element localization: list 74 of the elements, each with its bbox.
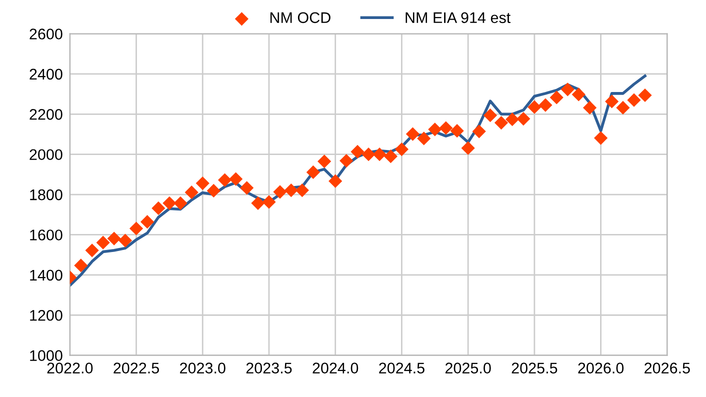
point (394, 142, 409, 156)
point (550, 90, 564, 104)
point (174, 196, 188, 210)
x-tick-label: 2026.5 (644, 362, 690, 374)
line-series (70, 74, 646, 287)
point (85, 244, 99, 258)
point (318, 154, 332, 168)
point (240, 181, 254, 195)
y-tick-label: 2000 (30, 149, 62, 160)
x-tick-label: 2022.5 (114, 362, 159, 374)
point (362, 148, 376, 162)
y-tick-label: 1400 (30, 270, 62, 281)
point (284, 184, 298, 198)
point (206, 184, 220, 198)
point (218, 173, 232, 187)
point (118, 234, 132, 248)
point (560, 82, 574, 96)
point (262, 195, 276, 209)
point (306, 165, 320, 180)
point (340, 154, 354, 168)
x-tick-label: 2024.5 (379, 362, 424, 374)
point (461, 141, 475, 155)
point (372, 148, 386, 162)
point (450, 124, 464, 138)
point (273, 185, 287, 199)
point (516, 112, 530, 126)
point (162, 196, 176, 210)
point (627, 93, 641, 107)
point (428, 122, 442, 136)
x-tick-label: 2024.0 (312, 362, 358, 374)
point (616, 100, 630, 115)
y-tick-label: 2600 (30, 28, 62, 40)
legend-label: NM EIA 914 est (406, 12, 511, 24)
point (528, 100, 542, 114)
x-tick-label: 2023.5 (246, 362, 292, 374)
y-tick-label: 2400 (30, 68, 62, 80)
point (505, 112, 520, 126)
x-tick-label: 2026.0 (578, 362, 624, 374)
y-tick-label: 2200 (30, 109, 62, 120)
point (328, 174, 342, 188)
point (582, 100, 597, 115)
point (350, 144, 364, 159)
point (96, 236, 110, 250)
x-tick-label: 2025.5 (512, 362, 558, 374)
x-tick-label: 2025.0 (445, 362, 491, 374)
point (439, 121, 453, 135)
point (494, 116, 508, 130)
y-tick-label: 1800 (30, 189, 62, 200)
point (572, 88, 586, 102)
point (638, 88, 652, 102)
point (152, 201, 166, 215)
point (406, 127, 420, 141)
point (483, 108, 498, 122)
point (140, 215, 154, 229)
point (229, 172, 243, 186)
point (384, 150, 398, 164)
x-tick-label: 2023.0 (180, 362, 226, 374)
point (196, 176, 210, 190)
point (594, 131, 608, 145)
point (129, 222, 144, 236)
y-tick-label: 1000 (30, 350, 62, 361)
point (472, 124, 486, 138)
point (74, 258, 88, 272)
legend-label: NM OCD (270, 12, 330, 24)
point (184, 186, 198, 200)
y-tick-label: 1600 (30, 230, 62, 240)
point (538, 98, 552, 112)
point (605, 94, 619, 108)
x-tick-label: 2022.0 (47, 362, 93, 374)
point (107, 232, 121, 246)
point (295, 184, 309, 198)
point (417, 132, 431, 146)
y-tick-label: 1200 (30, 310, 62, 321)
point (251, 196, 265, 210)
